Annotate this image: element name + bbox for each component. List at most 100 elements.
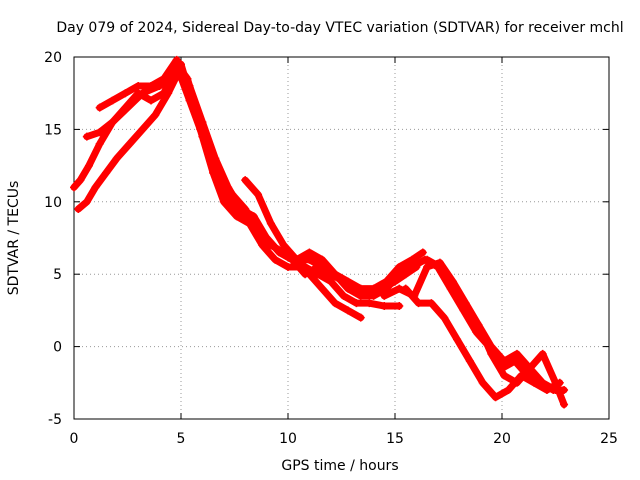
data-point-marker <box>95 128 104 137</box>
x-tick-label: 5 <box>177 431 186 447</box>
data-point-marker <box>453 335 462 344</box>
data-point-marker <box>70 183 78 192</box>
data-point-marker <box>356 284 365 293</box>
data-point-marker <box>147 96 156 105</box>
data-point-marker <box>427 299 436 308</box>
data-point-marker <box>352 299 361 308</box>
y-tick-label: 0 <box>53 340 62 356</box>
data-point-marker <box>305 255 314 264</box>
data-point-marker <box>326 277 335 286</box>
data-point-marker <box>343 306 352 315</box>
data-point-marker <box>331 270 340 279</box>
data-point-marker <box>487 342 496 351</box>
data-point-marker <box>435 262 444 271</box>
data-point-marker <box>82 197 91 206</box>
data-point-marker <box>95 103 104 112</box>
data-point-marker <box>74 205 83 214</box>
data-point-marker <box>151 110 160 119</box>
data-point-marker <box>356 291 365 300</box>
y-axis-label: SDTVAR / TECUs <box>6 181 22 296</box>
data-point-marker <box>395 302 404 311</box>
y-tick-label: -5 <box>48 412 62 428</box>
ticks-layer: 0 5 10 15 20 25 -5 0 5 10 15 20 <box>44 50 618 447</box>
data-point-marker <box>241 205 250 214</box>
data-point-marker <box>318 255 327 264</box>
data-point-marker <box>217 176 226 185</box>
data-point-marker <box>206 154 215 163</box>
data-point-marker <box>423 255 432 264</box>
data-point-marker <box>108 96 117 105</box>
data-point-marker <box>560 400 569 409</box>
data-point-marker <box>159 74 168 83</box>
x-tick-label: 15 <box>386 431 404 447</box>
data-point-marker <box>174 67 183 76</box>
data-point-marker <box>395 262 404 271</box>
data-point-marker <box>369 291 378 300</box>
data-point-marker <box>271 255 280 264</box>
x-axis-label: GPS time / hours <box>281 458 398 474</box>
data-point-marker <box>440 313 449 322</box>
data-point-marker <box>408 262 417 271</box>
data-point-marker <box>228 190 237 199</box>
data-point-marker <box>401 284 410 293</box>
data-point-marker <box>525 364 534 373</box>
data-point-marker <box>172 55 181 64</box>
data-point-marker <box>254 190 263 199</box>
data-point-marker <box>474 320 483 329</box>
x-tick-label: 20 <box>493 431 511 447</box>
data-point-marker <box>125 139 134 148</box>
data-point-marker <box>254 226 263 235</box>
data-point-marker <box>448 284 457 293</box>
data-point-marker <box>339 291 348 300</box>
data-point-marker <box>517 371 526 380</box>
data-point-marker <box>236 212 245 221</box>
series-track-8 <box>423 255 560 395</box>
data-point-marker <box>491 393 500 402</box>
y-tick-label: 20 <box>44 50 62 66</box>
data-point-marker <box>318 284 327 293</box>
data-point-marker <box>266 219 275 228</box>
data-point-marker <box>134 81 143 90</box>
data-point-marker <box>121 89 130 98</box>
data-point-marker <box>512 349 521 358</box>
data-point-marker <box>266 241 275 250</box>
data-point-marker <box>369 284 378 293</box>
data-point-marker <box>380 291 389 300</box>
series-track-line <box>241 176 568 394</box>
data-point-marker <box>82 132 91 141</box>
data-point-marker <box>461 306 470 315</box>
series-track-line <box>83 60 403 310</box>
x-tick-label: 10 <box>279 431 297 447</box>
plot-frame <box>73 56 610 420</box>
data-point-marker <box>423 262 432 271</box>
data-point-marker <box>504 386 513 395</box>
x-tick-label: 0 <box>70 431 79 447</box>
data-point-marker <box>196 125 205 134</box>
data-point-marker <box>292 255 301 264</box>
y-tick-label: 5 <box>53 267 62 283</box>
data-point-marker <box>356 313 365 322</box>
data-layer <box>70 55 569 409</box>
data-point-marker <box>102 168 111 177</box>
data-point-marker <box>414 299 423 308</box>
data-point-marker <box>343 284 352 293</box>
data-point-marker <box>185 96 194 105</box>
data-point-marker <box>95 139 104 148</box>
data-point-marker <box>500 357 509 366</box>
data-point-marker <box>408 255 417 264</box>
data-point-marker <box>112 154 121 163</box>
y-tick-label: 15 <box>44 122 62 138</box>
data-point-marker <box>551 386 560 395</box>
data-point-marker <box>108 118 117 127</box>
data-point-marker <box>84 161 93 170</box>
data-point-marker <box>279 241 288 250</box>
data-point-marker <box>134 89 143 98</box>
data-point-marker <box>538 349 547 358</box>
x-tick-label: 25 <box>600 431 618 447</box>
data-point-marker <box>395 270 404 279</box>
data-point-marker <box>418 248 427 257</box>
data-point-marker <box>478 378 487 387</box>
data-point-marker <box>465 357 474 366</box>
